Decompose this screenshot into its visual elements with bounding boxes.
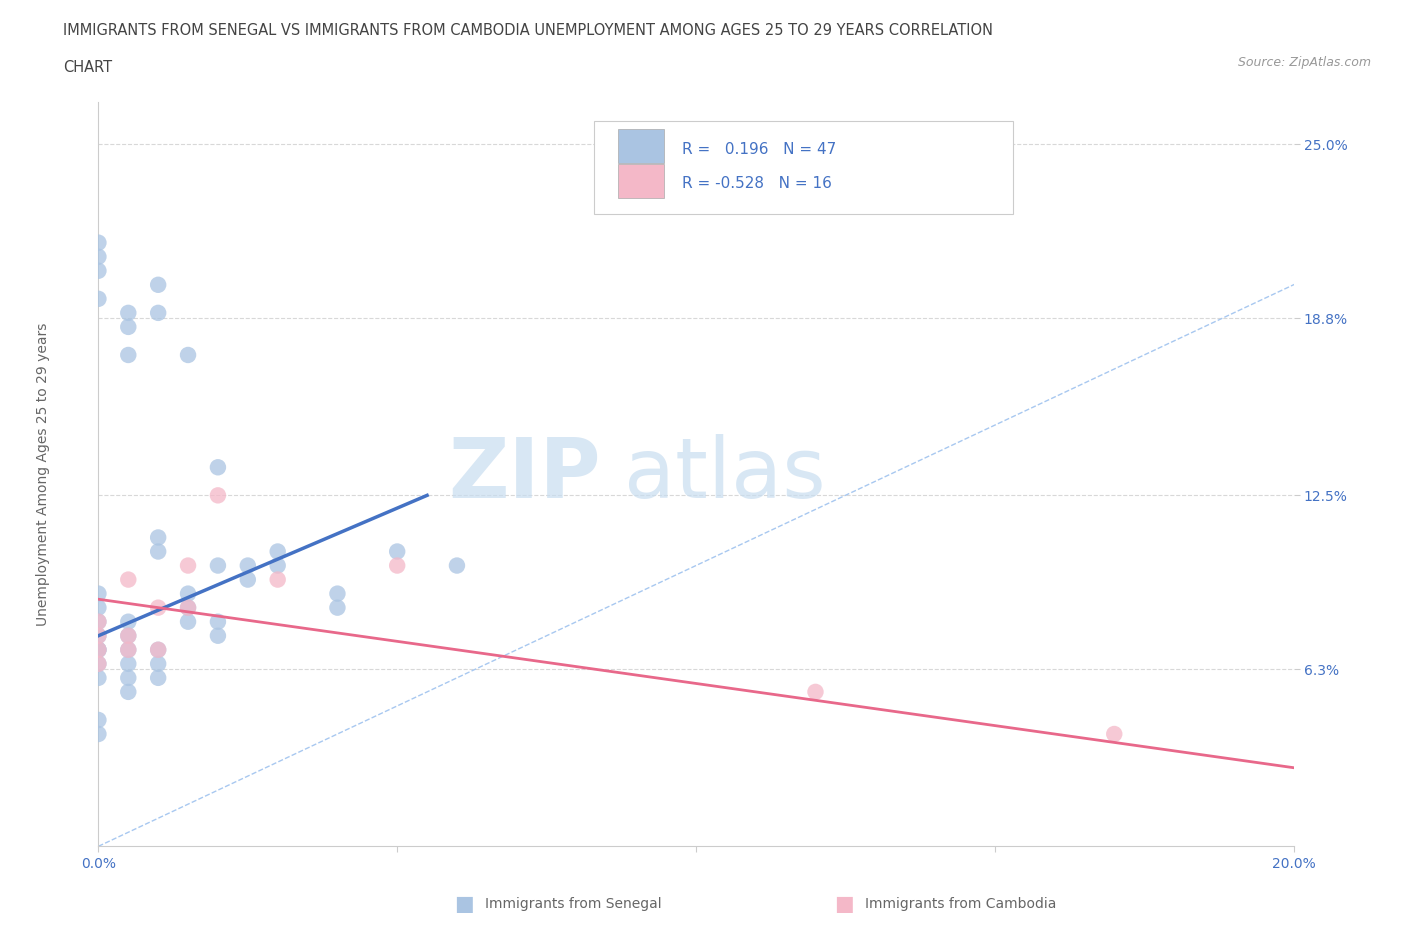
Point xyxy=(326,600,349,615)
Point xyxy=(87,657,110,671)
Point xyxy=(177,586,200,601)
Point xyxy=(117,305,139,320)
Point xyxy=(148,305,170,320)
Text: ■: ■ xyxy=(454,894,474,914)
Point xyxy=(117,657,139,671)
Point xyxy=(326,586,349,601)
Point xyxy=(385,558,409,573)
Text: IMMIGRANTS FROM SENEGAL VS IMMIGRANTS FROM CAMBODIA UNEMPLOYMENT AMONG AGES 25 T: IMMIGRANTS FROM SENEGAL VS IMMIGRANTS FR… xyxy=(63,23,993,38)
Text: Immigrants from Senegal: Immigrants from Senegal xyxy=(485,897,662,911)
Point xyxy=(207,629,229,644)
Point xyxy=(148,657,170,671)
Point xyxy=(1104,726,1126,741)
Point xyxy=(117,629,139,644)
Point xyxy=(177,558,200,573)
Point xyxy=(87,291,110,306)
Point xyxy=(267,558,290,573)
Text: CHART: CHART xyxy=(63,60,112,75)
Point xyxy=(87,600,110,615)
Point xyxy=(87,586,110,601)
Point xyxy=(117,643,139,658)
Point xyxy=(207,459,229,474)
Bar xyxy=(619,129,664,164)
Point xyxy=(87,643,110,658)
Point xyxy=(148,643,170,658)
Point xyxy=(148,544,170,559)
Point xyxy=(207,488,229,503)
Point xyxy=(207,614,229,629)
Point xyxy=(267,544,290,559)
Text: ZIP: ZIP xyxy=(449,433,600,515)
Point xyxy=(148,530,170,545)
Point xyxy=(446,558,468,573)
Point xyxy=(87,726,110,741)
Point xyxy=(87,643,110,658)
Point xyxy=(87,643,110,658)
Point xyxy=(385,544,409,559)
Text: Immigrants from Cambodia: Immigrants from Cambodia xyxy=(865,897,1056,911)
Point xyxy=(148,643,170,658)
Point xyxy=(87,671,110,685)
Point xyxy=(87,712,110,727)
Point xyxy=(148,600,170,615)
Point xyxy=(87,629,110,644)
Point xyxy=(117,629,139,644)
Point xyxy=(87,614,110,629)
Text: R = -0.528   N = 16: R = -0.528 N = 16 xyxy=(682,176,831,191)
Point xyxy=(87,263,110,278)
Point xyxy=(177,600,200,615)
Point xyxy=(177,600,200,615)
Point xyxy=(117,671,139,685)
Point xyxy=(87,629,110,644)
Point xyxy=(117,348,139,363)
Point xyxy=(207,558,229,573)
Bar xyxy=(619,164,664,197)
Point xyxy=(87,657,110,671)
Point xyxy=(804,684,827,699)
Point xyxy=(87,235,110,250)
Point xyxy=(148,277,170,292)
Point xyxy=(236,572,259,587)
Point xyxy=(148,671,170,685)
Point xyxy=(236,558,259,573)
Point xyxy=(267,572,290,587)
Point xyxy=(87,249,110,264)
Y-axis label: Unemployment Among Ages 25 to 29 years: Unemployment Among Ages 25 to 29 years xyxy=(35,323,49,626)
Text: Source: ZipAtlas.com: Source: ZipAtlas.com xyxy=(1237,56,1371,69)
Point xyxy=(117,684,139,699)
Point xyxy=(117,572,139,587)
Text: atlas: atlas xyxy=(624,433,825,515)
Point xyxy=(117,614,139,629)
Point xyxy=(87,614,110,629)
Point xyxy=(117,320,139,335)
Point xyxy=(177,348,200,363)
Text: ■: ■ xyxy=(834,894,853,914)
Point xyxy=(177,614,200,629)
Text: R =   0.196   N = 47: R = 0.196 N = 47 xyxy=(682,141,837,156)
FancyBboxPatch shape xyxy=(595,121,1012,214)
Point xyxy=(117,643,139,658)
